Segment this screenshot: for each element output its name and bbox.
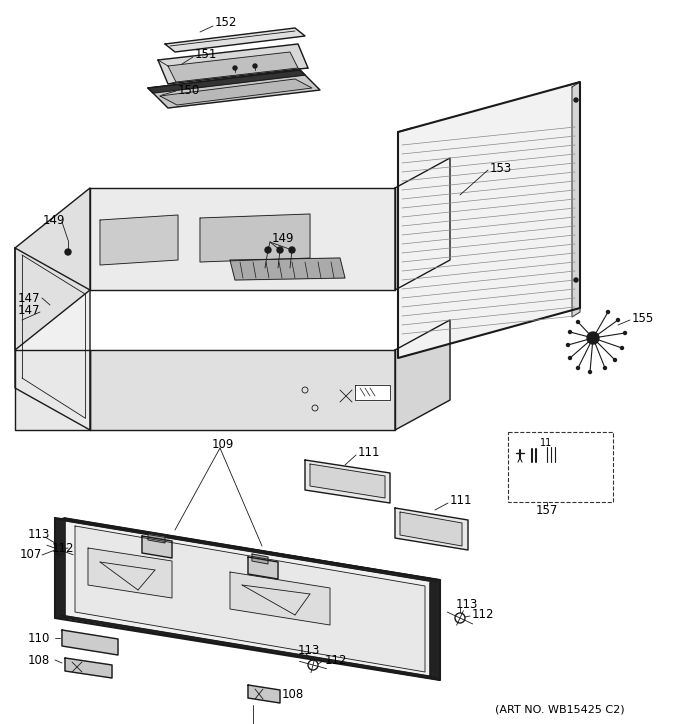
Text: 149: 149 — [272, 232, 294, 245]
Polygon shape — [515, 466, 542, 476]
Circle shape — [574, 98, 578, 102]
Bar — [508, 432, 613, 502]
Polygon shape — [88, 548, 172, 598]
Polygon shape — [15, 350, 90, 430]
Polygon shape — [90, 188, 395, 290]
Text: 113: 113 — [298, 644, 320, 657]
Circle shape — [617, 319, 619, 321]
Circle shape — [289, 247, 295, 253]
Circle shape — [65, 249, 71, 255]
Polygon shape — [248, 557, 278, 579]
Text: 108: 108 — [28, 654, 50, 667]
Text: 150: 150 — [178, 83, 200, 96]
Circle shape — [577, 366, 579, 369]
Text: 149: 149 — [43, 214, 65, 227]
Polygon shape — [75, 526, 425, 672]
Circle shape — [277, 247, 283, 253]
Text: 151: 151 — [195, 48, 218, 61]
Polygon shape — [543, 447, 558, 462]
Polygon shape — [55, 518, 65, 618]
Text: 108: 108 — [282, 688, 304, 701]
Circle shape — [604, 366, 607, 369]
Text: 112: 112 — [472, 608, 494, 621]
Polygon shape — [168, 52, 298, 82]
Polygon shape — [572, 82, 580, 317]
Polygon shape — [395, 158, 450, 290]
Polygon shape — [15, 188, 90, 350]
Circle shape — [588, 371, 592, 374]
Circle shape — [568, 356, 571, 360]
Text: 147: 147 — [18, 303, 41, 316]
Polygon shape — [158, 44, 308, 84]
Text: 111: 111 — [450, 494, 473, 507]
Circle shape — [624, 332, 626, 334]
Text: 111: 111 — [358, 445, 381, 458]
Polygon shape — [395, 320, 450, 430]
Text: 113: 113 — [456, 597, 478, 610]
Polygon shape — [430, 580, 440, 680]
Polygon shape — [252, 554, 268, 564]
Text: 155: 155 — [632, 311, 654, 324]
Polygon shape — [395, 508, 468, 550]
Polygon shape — [15, 248, 90, 430]
Text: 147: 147 — [18, 292, 41, 305]
Circle shape — [253, 64, 257, 68]
Polygon shape — [55, 518, 440, 680]
Polygon shape — [310, 464, 385, 498]
Circle shape — [233, 66, 237, 70]
Text: 157: 157 — [536, 503, 558, 516]
Polygon shape — [142, 536, 172, 558]
Circle shape — [566, 343, 570, 347]
Polygon shape — [160, 79, 312, 105]
Text: 107: 107 — [20, 549, 42, 562]
Polygon shape — [60, 615, 440, 680]
Polygon shape — [200, 214, 310, 262]
Polygon shape — [60, 518, 440, 582]
Text: 109: 109 — [212, 439, 235, 452]
Polygon shape — [305, 460, 390, 503]
Text: 152: 152 — [215, 15, 237, 28]
Circle shape — [574, 278, 578, 282]
Polygon shape — [148, 70, 320, 108]
Polygon shape — [355, 385, 390, 400]
Circle shape — [265, 247, 271, 253]
Polygon shape — [230, 258, 345, 280]
Polygon shape — [148, 70, 305, 93]
Text: (ART NO. WB15425 C2): (ART NO. WB15425 C2) — [495, 705, 625, 715]
Text: 110: 110 — [28, 631, 50, 644]
Text: 112: 112 — [325, 654, 347, 667]
Circle shape — [607, 311, 609, 313]
Text: 153: 153 — [490, 161, 512, 174]
Text: 112: 112 — [52, 542, 75, 555]
Polygon shape — [165, 28, 305, 52]
Circle shape — [620, 347, 624, 350]
Circle shape — [577, 321, 579, 324]
Polygon shape — [148, 533, 165, 543]
Text: 11: 11 — [540, 438, 552, 448]
Text: 113: 113 — [28, 529, 50, 542]
Polygon shape — [90, 350, 395, 430]
Polygon shape — [230, 572, 330, 625]
Polygon shape — [62, 630, 118, 655]
Polygon shape — [400, 512, 462, 546]
Circle shape — [613, 358, 617, 361]
Circle shape — [568, 330, 571, 334]
Polygon shape — [398, 82, 580, 358]
Polygon shape — [100, 215, 178, 265]
Circle shape — [587, 332, 599, 344]
Polygon shape — [65, 658, 112, 678]
Polygon shape — [248, 685, 280, 703]
